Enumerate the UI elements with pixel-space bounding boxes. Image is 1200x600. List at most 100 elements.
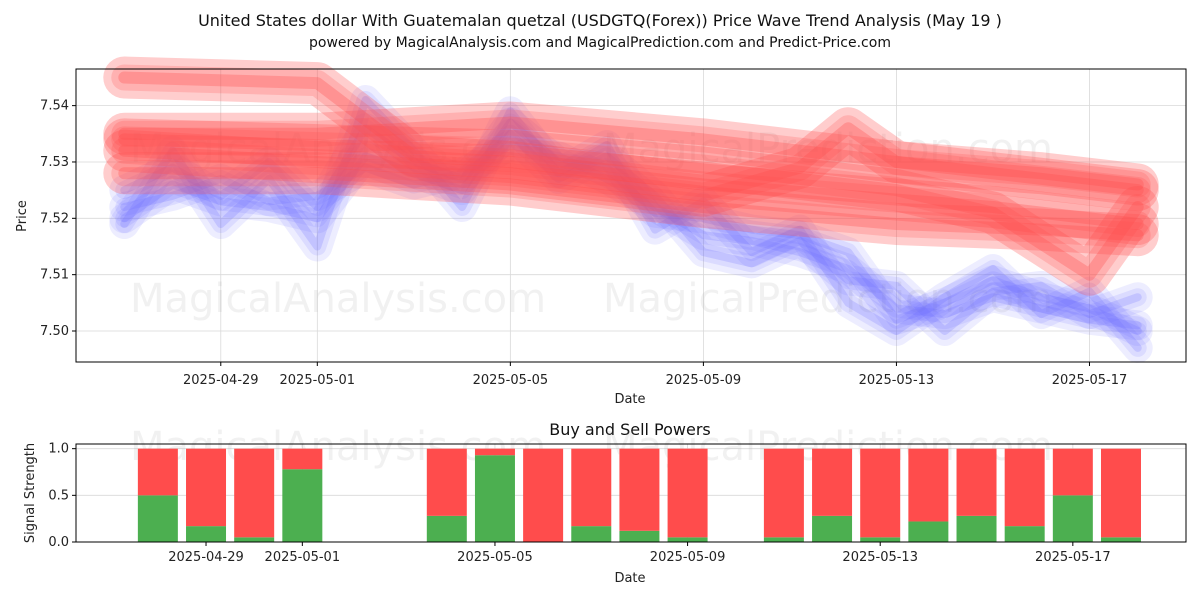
bottom-xtick-label: 2025-05-01 — [265, 550, 341, 565]
wave-line-red-6 — [118, 122, 1144, 202]
top-xtick-label: 2025-05-13 — [859, 373, 935, 388]
buy-bar-2025-05-14 — [908, 521, 949, 542]
wave-line-blue-3 — [109, 113, 1153, 346]
bottom-y-ticks: 0.0 0.5 1.0 — [48, 442, 76, 550]
wave-line-blue-0 — [120, 118, 1142, 335]
buy-bar-2025-05-17 — [1052, 495, 1093, 542]
top-ytick-label: 7.53 — [40, 155, 69, 170]
buy-bar-2025-05-07 — [571, 526, 612, 542]
sell-bar-2025-05-11 — [763, 448, 804, 538]
sell-bar-2025-04-28 — [137, 448, 178, 496]
wave-line-red-5 — [103, 56, 1159, 245]
wave-line-blue-3 — [120, 124, 1142, 335]
buy-bar-2025-05-01 — [282, 469, 323, 542]
top-grid — [76, 69, 1186, 362]
bottom-ytick-label: 0.5 — [48, 488, 69, 503]
top-ytick-label: 7.50 — [40, 324, 69, 339]
bottom-chart-title: Buy and Sell Powers — [549, 420, 711, 439]
buy-sell-plot: Buy and Sell Powers MagicalAnalysis.com … — [23, 420, 1187, 586]
top-y-ticks: 7.50 7.51 7.52 7.53 7.54 — [40, 99, 76, 339]
wave-line-blue-2 — [120, 141, 1142, 330]
sell-bar-2025-05-08 — [619, 448, 660, 531]
bottom-xtick-label: 2025-05-13 — [842, 550, 918, 565]
wave-line-blue-1 — [109, 85, 1153, 363]
top-x-axis-label: Date — [614, 392, 645, 407]
signal-bars — [137, 448, 1141, 542]
sell-bar-2025-05-14 — [908, 448, 949, 522]
top-ytick-label: 7.51 — [40, 268, 69, 283]
wave-line-red-5 — [111, 64, 1151, 237]
wave-line-blue-3 — [115, 119, 1147, 340]
buy-bar-2025-04-30 — [234, 537, 275, 542]
bottom-ytick-label: 1.0 — [48, 442, 69, 457]
buy-bar-2025-05-05 — [474, 455, 515, 542]
wave-lines — [103, 56, 1159, 363]
wave-line-red-8 — [103, 152, 1159, 257]
wave-line-blue-2 — [115, 136, 1147, 335]
wave-line-red-6 — [103, 107, 1159, 217]
wave-line-blue-0 — [109, 107, 1153, 346]
wave-line-red-4 — [111, 109, 1151, 204]
buy-bar-2025-05-11 — [763, 537, 804, 542]
wave-line-red-4 — [103, 101, 1159, 212]
bottom-xtick-label: 2025-05-09 — [650, 550, 726, 565]
sell-bar-2025-05-05 — [474, 448, 515, 456]
buy-bar-2025-05-12 — [812, 515, 853, 542]
sell-bar-2025-04-30 — [234, 448, 275, 538]
sell-bar-2025-05-04 — [426, 448, 467, 516]
watermark-analysis-2: MagicalAnalysis.com — [130, 276, 546, 322]
wave-line-blue-2 — [109, 130, 1153, 341]
wave-line-red-4 — [118, 116, 1144, 197]
top-xtick-label: 2025-05-05 — [473, 373, 549, 388]
buy-bar-2025-05-15 — [956, 515, 997, 542]
sell-bar-2025-04-29 — [186, 448, 227, 527]
buy-bar-2025-04-28 — [137, 495, 178, 542]
top-plot-frame — [75, 68, 1187, 363]
wave-line-red-7 — [111, 126, 1151, 288]
buy-bar-2025-05-08 — [619, 530, 660, 542]
top-x-ticks: 2025-04-29 2025-05-01 2025-05-05 2025-05-09… — [183, 362, 1127, 388]
wave-line-red-8 — [118, 167, 1144, 242]
bottom-ytick-label: 0.0 — [48, 535, 69, 550]
chart-subtitle: powered by MagicalAnalysis.com and Magic… — [309, 35, 891, 51]
wave-line-blue-1 — [120, 96, 1142, 352]
sell-bar-2025-05-16 — [1004, 448, 1045, 527]
sell-bar-2025-05-15 — [956, 448, 997, 516]
bottom-xtick-label: 2025-05-05 — [457, 550, 533, 565]
sell-bar-2025-05-17 — [1052, 448, 1093, 496]
chart-title: United States dollar With Guatemalan que… — [198, 11, 1002, 30]
sell-bar-2025-05-09 — [667, 448, 708, 538]
sell-bar-2025-05-18 — [1100, 448, 1141, 538]
bottom-x-ticks: 2025-04-29 2025-05-01 2025-05-05 2025-05-09… — [168, 542, 1111, 565]
buy-bar-2025-05-04 — [426, 515, 467, 542]
wave-line-red-7 — [118, 133, 1144, 281]
top-ytick-label: 7.54 — [40, 99, 69, 114]
top-y-axis-label: Price — [15, 200, 30, 232]
bottom-y-axis-label: Signal Strength — [23, 443, 38, 543]
sell-bar-2025-05-01 — [282, 448, 323, 470]
top-watermarks: MagicalAnalysis.com MagicalPrediction.co… — [130, 126, 1053, 322]
buy-bar-2025-04-29 — [186, 526, 227, 542]
wave-line-blue-0 — [115, 113, 1147, 340]
buy-bar-2025-05-16 — [1004, 526, 1045, 542]
sell-bar-2025-05-07 — [571, 448, 612, 527]
wave-line-blue-1 — [115, 91, 1147, 357]
price-wave-plot: MagicalAnalysis.com MagicalPrediction.co… — [15, 56, 1187, 407]
buy-bar-2025-05-18 — [1100, 537, 1141, 542]
watermark-analysis-1: MagicalAnalysis.com — [130, 126, 546, 172]
top-xtick-label: 2025-05-17 — [1052, 373, 1128, 388]
top-ytick-label: 7.52 — [40, 211, 69, 226]
sell-bar-2025-05-13 — [860, 448, 901, 538]
wave-line-red-6 — [111, 115, 1151, 209]
sell-bar-2025-05-12 — [812, 448, 853, 516]
bottom-plot-frame — [75, 443, 1187, 543]
top-xtick-label: 2025-05-09 — [666, 373, 742, 388]
wave-line-red-5 — [118, 71, 1144, 230]
bottom-xtick-label: 2025-05-17 — [1035, 550, 1111, 565]
top-xtick-label: 2025-05-01 — [280, 373, 356, 388]
sell-bar-2025-05-06 — [523, 448, 564, 542]
wave-line-red-8 — [111, 160, 1151, 249]
wave-line-red-7 — [103, 118, 1159, 296]
bottom-x-axis-label: Date — [614, 571, 645, 586]
